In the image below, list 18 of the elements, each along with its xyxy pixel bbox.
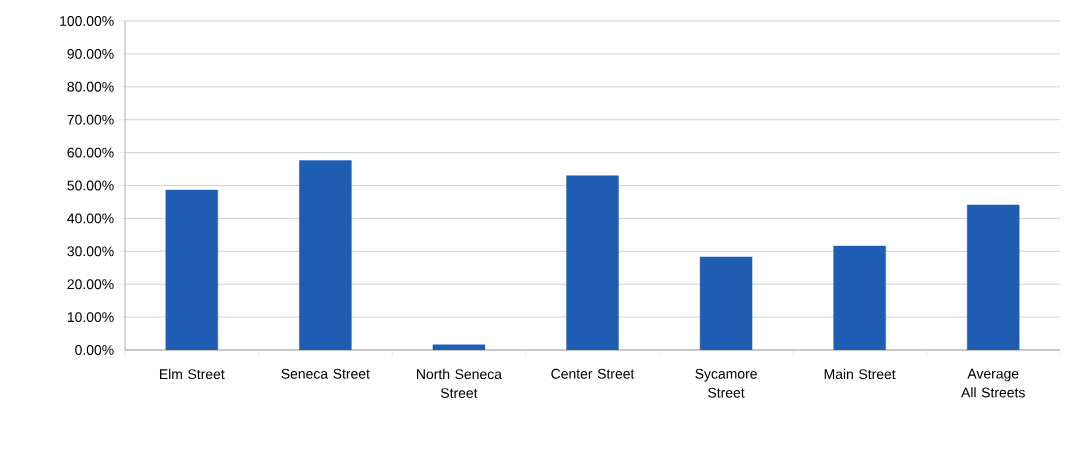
y-tick-label: 60.00%: [67, 147, 114, 158]
x-tick-label: Average All Streets: [961, 368, 1025, 398]
x-tick-label: Main Street: [824, 368, 896, 380]
x-tick-label: Elm Street: [159, 368, 225, 380]
x-tick-label: Center Street: [551, 368, 635, 379]
x-tick-label: Seneca Street: [281, 368, 370, 379]
y-tick-label: 80.00%: [67, 81, 114, 92]
x-tick-label: North Seneca Street: [417, 368, 502, 399]
y-tick-label: 30.00%: [67, 246, 114, 257]
x-tick-label: Sycamore Street: [695, 368, 757, 398]
y-tick-label: 20.00%: [67, 279, 114, 290]
y-tick-label: 100.00%: [60, 16, 114, 26]
y-tick-label: 70.00%: [67, 114, 114, 125]
y-tick-label: 40.00%: [67, 213, 114, 224]
y-tick-label: 50.00%: [67, 180, 114, 191]
y-tick-label: 10.00%: [67, 312, 114, 323]
y-tick-label: 90.00%: [67, 48, 114, 59]
y-tick-label: 0.00%: [75, 345, 114, 355]
